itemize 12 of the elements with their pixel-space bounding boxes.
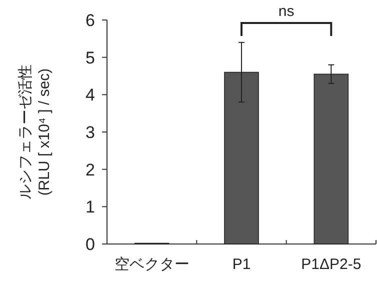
x-tick-label: P1	[232, 256, 251, 273]
x-tick-label: P1ΔP2-5	[301, 256, 362, 273]
text: ns	[278, 3, 294, 20]
y-tick-label: 1	[86, 198, 95, 217]
y-tick-label: 5	[86, 48, 95, 68]
y-tick-label: 6	[86, 11, 95, 30]
y-tick-label: 0	[86, 235, 95, 254]
y-tick-label: 2	[86, 160, 95, 180]
x-tick-label: 空ベクター	[114, 256, 190, 273]
y-axis-title: ルシフェラーゼ活性 (RLU [ x10⁴ ] / sec)	[17, 64, 53, 200]
y-tick-label: 3	[86, 123, 95, 142]
y-tick-label: 4	[86, 86, 95, 105]
